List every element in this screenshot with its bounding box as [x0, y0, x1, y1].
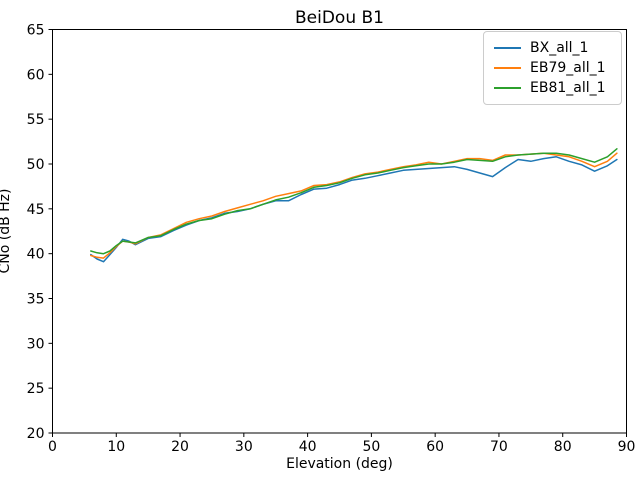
- x-tick-label: 30: [235, 439, 253, 455]
- legend-label: EB79_all_1: [530, 60, 606, 76]
- x-tick-label: 80: [554, 439, 572, 455]
- legend-item: EB79_all_1: [494, 58, 611, 78]
- y-tick-label: 45: [27, 202, 45, 218]
- x-tick-label: 10: [107, 439, 125, 455]
- x-tick-label: 90: [618, 439, 636, 455]
- x-tick-label: 60: [426, 439, 444, 455]
- axes-frame: [52, 29, 627, 434]
- series-line-EB81_all_1: [90, 148, 618, 255]
- legend-line-swatch-icon: [494, 87, 521, 89]
- y-axis-label: CNo (dB Hz): [0, 188, 13, 274]
- legend-item: BX_all_1: [494, 38, 611, 58]
- y-tick-label: 30: [27, 336, 45, 352]
- x-tick-label: 20: [171, 439, 189, 455]
- series-line-BX_all_1: [90, 156, 618, 263]
- y-tick-label: 65: [27, 23, 45, 39]
- x-axis-label: Elevation (deg): [286, 456, 393, 472]
- legend: BX_all_1 EB79_all_1 EB81_all_1: [483, 31, 622, 105]
- legend-label: BX_all_1: [530, 40, 589, 56]
- x-tick-label: 0: [48, 439, 57, 455]
- y-tick-label: 60: [27, 67, 45, 83]
- x-tick-label: 70: [490, 439, 508, 455]
- x-tick-label: 50: [362, 439, 380, 455]
- legend-item: EB81_all_1: [494, 78, 611, 98]
- legend-line-swatch-icon: [494, 47, 521, 49]
- legend-label: EB81_all_1: [530, 80, 606, 96]
- y-tick-label: 35: [27, 292, 45, 308]
- chart-title: BeiDou B1: [295, 8, 384, 28]
- series-line-EB79_all_1: [90, 152, 618, 259]
- y-tick-label: 55: [27, 112, 45, 128]
- y-tick-label: 20: [27, 426, 45, 442]
- legend-line-swatch-icon: [494, 67, 521, 69]
- x-tick-label: 40: [299, 439, 317, 455]
- y-tick-label: 40: [27, 247, 45, 263]
- y-tick-label: 25: [27, 381, 45, 397]
- y-tick-label: 50: [27, 157, 45, 173]
